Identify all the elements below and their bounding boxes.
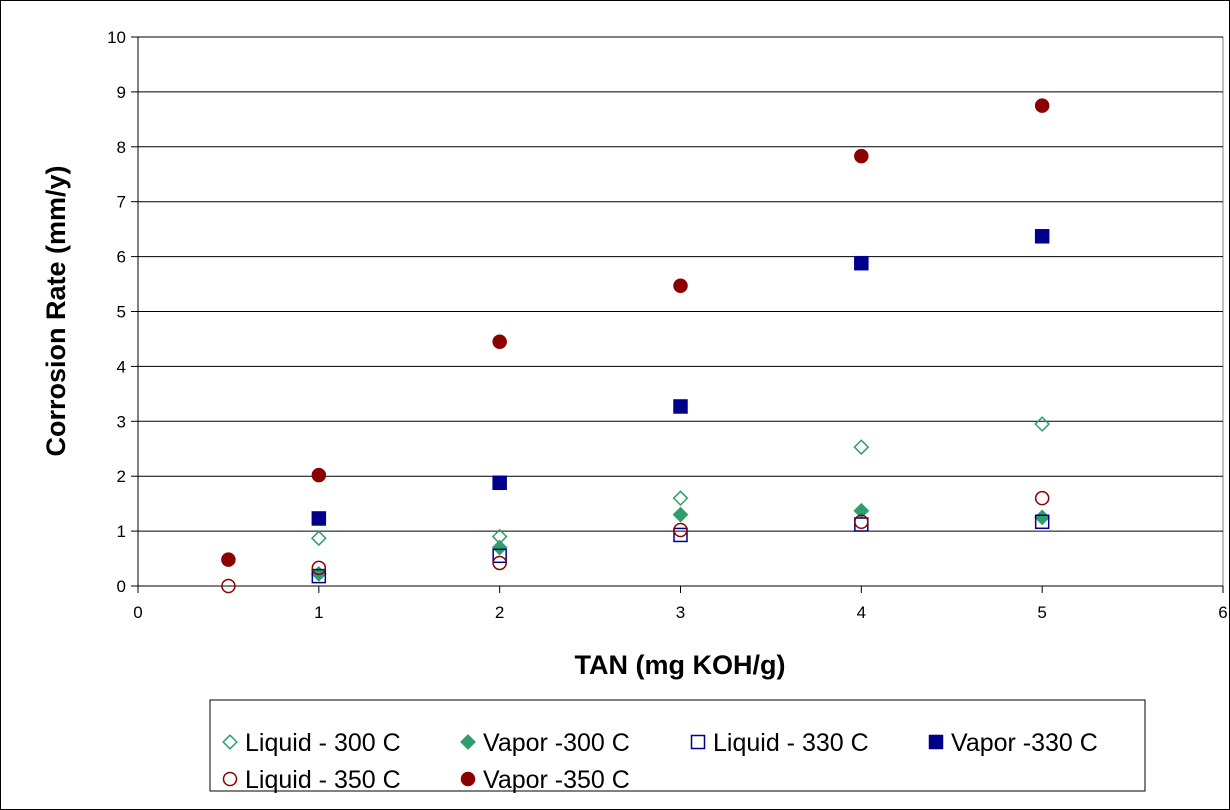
data-point — [854, 148, 869, 164]
y-tick-label: 8 — [117, 138, 126, 157]
y-axis-title: Corrosion Rate (mm/y) — [41, 165, 71, 456]
data-point — [1034, 229, 1050, 244]
data-point — [853, 439, 870, 455]
data-point — [672, 490, 689, 507]
y-tick-label: 9 — [117, 83, 126, 102]
x-tick-label: 5 — [1037, 603, 1046, 622]
data-point — [311, 560, 327, 576]
y-axis: 0 1 2 3 4 5 6 7 8 9 10 — [107, 28, 139, 596]
data-point — [1034, 514, 1050, 530]
y-tick-label: 10 — [107, 28, 126, 47]
data-point — [221, 578, 236, 594]
x-tick-label: 2 — [495, 603, 504, 622]
legend-label: Liquid - 350 C — [245, 766, 401, 794]
x-tick-label: 6 — [1218, 603, 1227, 622]
legend-marker — [460, 734, 476, 750]
data-point — [492, 555, 507, 571]
data-point — [492, 334, 507, 349]
x-tick-label: 0 — [133, 603, 142, 622]
series-5 — [221, 490, 1050, 594]
y-tick-label: 6 — [117, 248, 126, 267]
legend-label: Vapor -300 C — [483, 729, 630, 757]
data-point — [311, 568, 327, 584]
x-tick-label: 3 — [676, 603, 685, 622]
data-point — [311, 467, 327, 483]
legend-entries: Liquid - 300 C Vapor -300 C Liquid - 330 C… — [222, 729, 1098, 794]
legend-label: Liquid - 300 C — [245, 729, 401, 757]
data-point — [673, 527, 688, 543]
y-tick-label: 0 — [117, 577, 126, 596]
data-point — [492, 475, 507, 491]
legend-item: Vapor -350 C — [460, 766, 630, 794]
legend: Liquid - 300 C Vapor -300 C Liquid - 330 C… — [209, 699, 1146, 794]
data-point — [854, 255, 869, 271]
data-point — [1034, 490, 1050, 506]
x-tick-label: 4 — [857, 603, 866, 622]
legend-marker — [928, 734, 944, 750]
series-4 — [311, 229, 1050, 526]
data-point — [492, 548, 507, 564]
legend-marker — [222, 771, 238, 787]
legend-label: Vapor -330 C — [951, 729, 1098, 757]
series-layer — [221, 98, 1051, 594]
data-point — [1034, 416, 1051, 432]
legend-label: Liquid - 330 C — [713, 729, 869, 757]
legend-label: Vapor -350 C — [483, 766, 630, 794]
data-point — [673, 522, 688, 538]
legend-box — [209, 699, 1146, 792]
data-point — [311, 511, 327, 526]
legend-marker — [222, 734, 238, 750]
y-tick-label: 5 — [117, 303, 126, 322]
legend-item: Liquid - 350 C — [222, 766, 401, 794]
data-point — [672, 506, 689, 523]
y-tick-label: 3 — [117, 412, 126, 431]
series-2 — [310, 502, 1051, 582]
data-point — [1034, 98, 1050, 113]
y-tick-label: 2 — [117, 467, 126, 486]
data-point — [491, 539, 508, 556]
data-point — [221, 552, 236, 567]
data-point — [673, 399, 688, 414]
legend-marker — [460, 771, 476, 787]
data-point — [673, 278, 688, 293]
x-axis-title: TAN (mg KOH/g) — [575, 650, 786, 680]
data-point — [854, 514, 869, 530]
x-tick-label: 1 — [314, 603, 323, 622]
data-point — [310, 530, 327, 547]
y-tick-label: 1 — [117, 522, 126, 541]
y-tick-label: 4 — [117, 357, 126, 376]
legend-item: Liquid - 300 C — [222, 729, 401, 757]
series-6 — [221, 98, 1050, 567]
legend-item: Vapor -300 C — [460, 729, 630, 757]
legend-marker — [690, 734, 706, 750]
x-axis: 0 1 2 3 4 5 6 — [133, 585, 1228, 622]
y-tick-label: 7 — [117, 193, 126, 212]
legend-item: Vapor -330 C — [928, 729, 1098, 757]
legend-item: Liquid - 330 C — [690, 729, 869, 757]
gridlines — [138, 36, 1223, 532]
